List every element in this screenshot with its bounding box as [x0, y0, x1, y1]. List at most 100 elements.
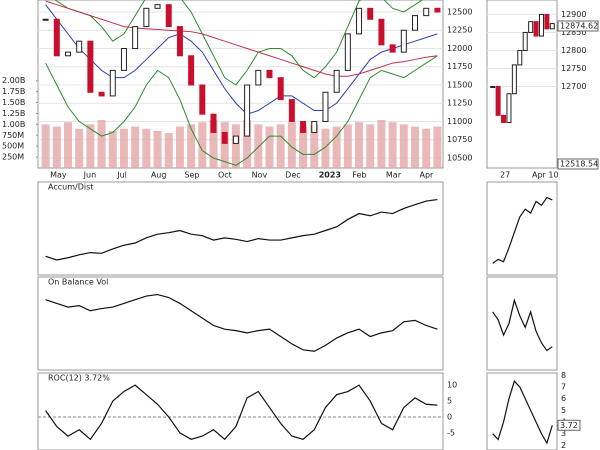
candle	[42, 18, 49, 21]
volume-bar	[231, 124, 240, 168]
zoom-obv-panel	[486, 276, 558, 371]
candle	[549, 23, 555, 30]
candle	[53, 18, 60, 57]
candle	[378, 18, 385, 46]
volume-bar	[287, 122, 296, 168]
volume-bar	[366, 124, 375, 168]
candle	[300, 120, 307, 133]
y-tick-label: 11500	[447, 80, 472, 89]
y-tick-label: 11750	[447, 62, 472, 71]
x-tick-label: Aug	[151, 171, 167, 180]
indicator-line	[45, 55, 438, 166]
volume-bar	[299, 126, 308, 168]
candle	[64, 51, 71, 57]
x-tick-label: 27	[500, 171, 510, 180]
volume-bar	[433, 126, 442, 168]
y-tick-label: 12750	[561, 64, 586, 73]
x-tick-label: 2023	[319, 171, 341, 180]
y-tick-label: 12900	[561, 10, 586, 19]
candle	[87, 40, 94, 93]
candle	[490, 86, 496, 89]
x-tick-label: Apr 10	[532, 171, 559, 180]
y-tick-label: 12850	[561, 28, 586, 37]
indicator-line	[54, 0, 424, 86]
volume-bar	[142, 128, 151, 168]
volume-bar	[265, 126, 274, 168]
price-tag-label: 12518.54	[560, 160, 598, 169]
y-tick-label: 2	[561, 441, 566, 450]
candle	[76, 40, 83, 53]
candle	[266, 69, 273, 79]
candle	[176, 26, 183, 57]
x-tick-label: Jul	[116, 171, 127, 180]
y-tick-label: -5	[447, 428, 455, 437]
volume-bar	[175, 126, 184, 168]
candle	[400, 29, 407, 53]
candle	[533, 21, 539, 37]
volume-bar	[332, 126, 341, 168]
candle	[255, 69, 262, 86]
volume-tick-label: 1.50B	[2, 98, 25, 107]
indicator-line	[492, 196, 553, 264]
volume-tick-label: 1.25B	[2, 109, 25, 118]
volume-bar	[220, 122, 229, 168]
volume-bar	[108, 130, 117, 168]
x-tick-label: Apr	[419, 171, 434, 180]
volume-bar	[52, 126, 61, 168]
volume-bar	[321, 128, 330, 168]
candle	[423, 7, 430, 17]
y-tick-label: 11000	[447, 117, 472, 126]
volume-bar	[310, 124, 319, 168]
volume-bar	[198, 122, 207, 168]
y-tick-label: 11250	[447, 99, 472, 108]
candle	[244, 84, 251, 137]
panel-title: On Balance Vol	[48, 278, 108, 287]
candle	[232, 135, 239, 144]
volume-bar	[399, 124, 408, 168]
candle	[511, 64, 517, 95]
candle	[143, 7, 150, 28]
volume-bar	[343, 124, 352, 168]
candle	[522, 31, 528, 51]
x-tick-label: Jun	[83, 171, 97, 180]
candle	[288, 99, 295, 122]
zoom-accum-panel	[486, 181, 558, 276]
candle	[210, 113, 217, 133]
panel-title: Accum/Dist	[48, 183, 93, 192]
candle	[538, 13, 544, 37]
candle	[98, 91, 105, 97]
indicator-line	[492, 298, 553, 352]
candle	[322, 91, 329, 122]
volume-bar	[377, 120, 386, 168]
price-tag	[557, 158, 599, 170]
volume-bar	[41, 124, 50, 168]
volume-tick-label: 500M	[2, 142, 24, 151]
candle	[389, 44, 396, 53]
volume-tick-label: 250M	[2, 153, 24, 162]
x-tick-label: Mar	[386, 171, 402, 180]
indicator-line	[45, 0, 438, 77]
candle	[154, 4, 161, 9]
candle	[434, 7, 441, 13]
roc-panel	[37, 372, 444, 450]
volume-bar	[153, 130, 162, 168]
volume-bar	[119, 128, 128, 168]
candle	[333, 69, 340, 93]
candle	[367, 7, 374, 20]
x-tick-label: Sep	[184, 171, 199, 180]
volume-bar	[422, 128, 431, 168]
candle	[544, 13, 550, 30]
indicator-line	[45, 198, 438, 261]
value-tag	[557, 419, 581, 431]
y-tick-label: 10	[447, 381, 457, 390]
volume-tick-label: 750M	[2, 131, 24, 140]
y-tick-label: 12250	[447, 26, 472, 35]
volume-bar	[86, 124, 95, 168]
candle	[132, 26, 139, 49]
candle	[356, 7, 363, 35]
y-tick-label: 10750	[447, 135, 472, 144]
y-tick-label: 12800	[561, 46, 586, 55]
candle	[221, 131, 228, 144]
candle	[199, 84, 206, 115]
